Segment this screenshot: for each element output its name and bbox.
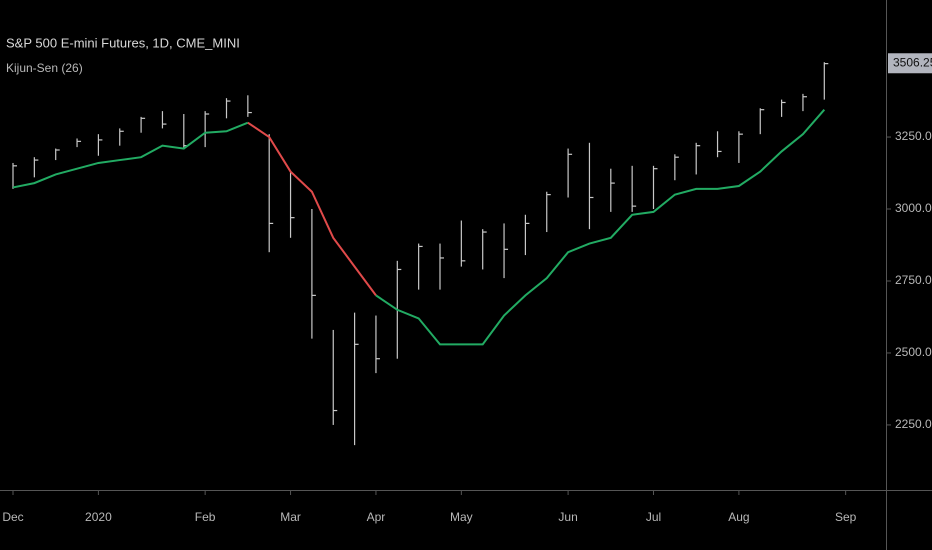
x-tick-label: Sep [835,510,857,524]
last-price-box [888,53,932,74]
x-tick-label: 2020 [85,510,112,524]
kijun-line [247,121,377,296]
x-tick-label: Jun [558,510,577,524]
y-tick-label: 3250.00 [895,129,932,143]
x-tick-label: Apr [367,510,386,524]
y-tick-label: 2750.00 [895,273,932,287]
y-tick-label: 2500.00 [895,345,932,359]
x-tick-label: Dec [2,510,23,524]
x-tick-label: Mar [280,510,301,524]
chart-title: S&P 500 E-mini Futures, 1D, CME_MINI [6,35,240,50]
last-price-label: 3506.25 [893,55,932,69]
kijun-line [375,109,826,346]
y-tick-label: 3000.00 [895,201,932,215]
legend-entry: Kijun-Sen (26) [6,61,83,75]
y-tick-label: 2250.00 [895,417,932,431]
kijun-line [12,121,249,189]
x-tick-label: May [450,510,473,524]
x-tick-label: Jul [646,510,661,524]
x-tick-label: Feb [195,510,216,524]
x-tick-label: Aug [728,510,749,524]
